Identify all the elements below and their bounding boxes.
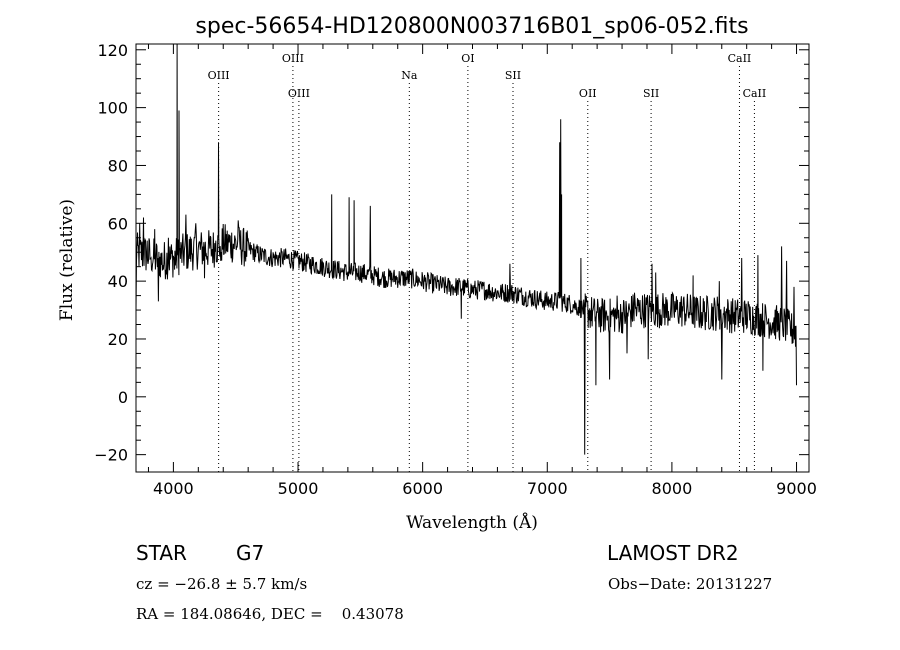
y-tick-label: −20 [94,446,128,465]
y-tick-label: 80 [108,156,128,175]
coordinates: RA = 184.08646, DEC = 0.43078 [136,605,404,623]
x-tick-label: 7000 [527,479,568,498]
object-subclass: G7 [236,541,265,565]
x-tick-label: 6000 [402,479,443,498]
line-label: CaII [743,87,767,100]
x-axis-label: Wavelength (Å) [406,512,538,533]
x-tick-label: 4000 [153,479,194,498]
line-label: OI [461,52,474,65]
line-label: SII [505,69,521,82]
line-label: OIII [288,87,310,100]
obs-date: Obs−Date: 20131227 [608,575,773,593]
line-label: CaII [728,52,752,65]
x-tick-label: 5000 [278,479,319,498]
y-tick-label: 20 [108,330,128,349]
line-label: OII [579,87,597,100]
line-label: OIII [282,52,304,65]
y-tick-label: 100 [97,99,128,118]
object-class: STAR [136,541,187,565]
y-axis-label: Flux (relative) [57,199,77,321]
line-label: OIII [208,69,230,82]
survey-name: LAMOST DR2 [607,541,739,565]
line-markers: OIII OIII OIII Na OI SII OII SII CaII CaII [208,52,767,472]
line-label: Na [401,69,418,82]
axis-ticks: 4000 5000 6000 7000 8000 9000 −20 0 20 40 60 80 100 1… [94,41,817,498]
spectrum-chart: spec-56654-HD120800N003716B01_sp06-052.f… [57,14,817,533]
redshift-text: cz = −26.8 ± 5.7 km/s [136,575,308,593]
chart-title: spec-56654-HD120800N003716B01_sp06-052.f… [195,14,748,39]
y-tick-label: 40 [108,272,128,291]
y-tick-label: 120 [97,41,128,60]
line-label: SII [643,87,659,100]
x-tick-label: 8000 [652,479,693,498]
y-tick-label: 60 [108,214,128,233]
spectrum-line [135,43,797,455]
x-tick-label: 9000 [776,479,817,498]
y-tick-label: 0 [118,388,128,407]
plot-frame [135,43,810,473]
